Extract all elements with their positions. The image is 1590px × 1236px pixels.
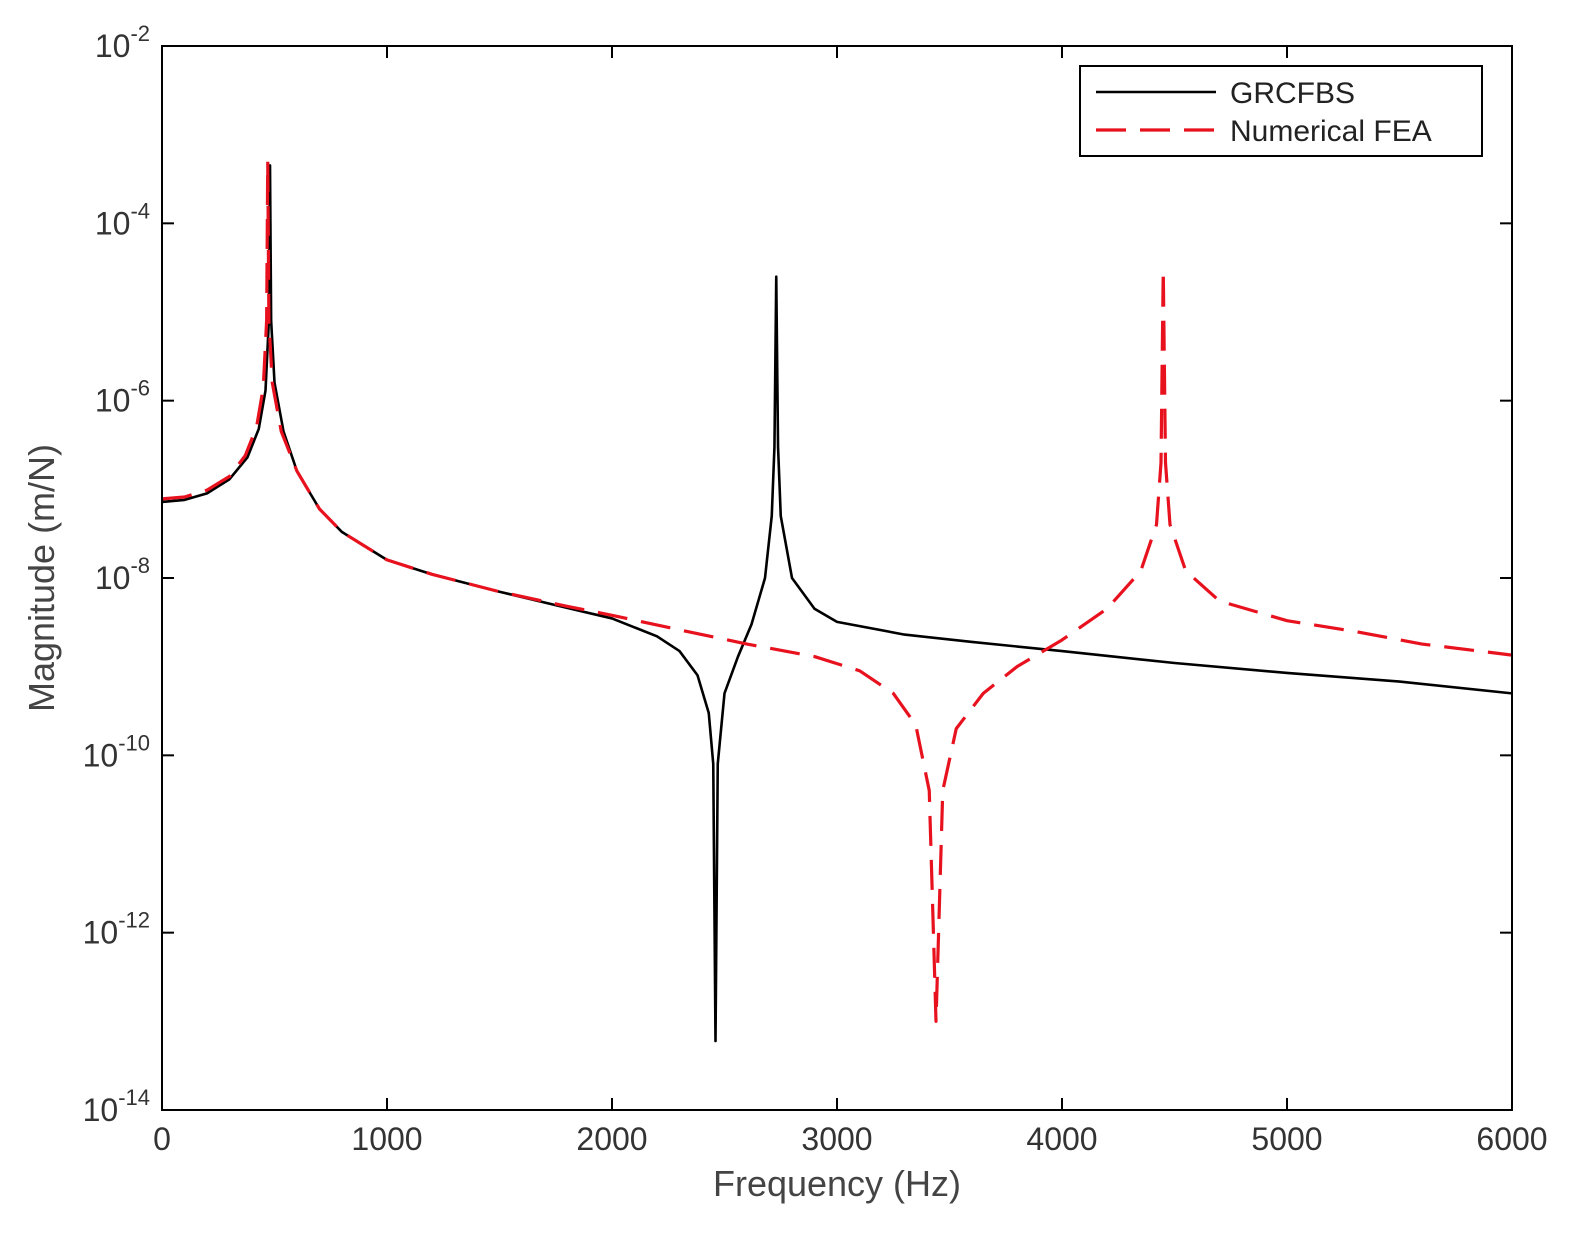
legend-label-2: Numerical FEA — [1230, 115, 1432, 148]
y-tick-label: 10-2 — [95, 21, 150, 64]
series-line-1 — [161, 164, 1513, 1043]
legend-box — [1079, 65, 1483, 157]
x-tick-label: 5000 — [1251, 1121, 1322, 1157]
y-tick-label: 10-10 — [83, 730, 150, 773]
y-axis: 10-14 10-12 10-10 10-8 10-6 10-4 10-2 — [83, 21, 1512, 1128]
legend: GRCFBS Numerical FEA — [1079, 65, 1483, 157]
x-tick-label: 1000 — [351, 1121, 422, 1157]
x-tick-label: 3000 — [801, 1121, 872, 1157]
y-tick-label: 10-4 — [95, 198, 150, 241]
y-tick-label: 10-8 — [95, 553, 150, 596]
y-tick-label: 10-6 — [95, 376, 150, 419]
y-axis-label: Magnitude (m/N) — [21, 444, 62, 712]
x-tick-label: 0 — [153, 1121, 171, 1157]
series-line-2 — [161, 159, 1513, 1023]
plot-area — [161, 45, 1513, 1111]
x-axis: 0 1000 2000 3000 4000 5000 6000 — [153, 46, 1548, 1157]
plot-frame — [161, 45, 1513, 1111]
y-tick-label: 10-14 — [83, 1085, 150, 1128]
x-tick-label: 4000 — [1026, 1121, 1097, 1157]
y-tick-label: 10-12 — [83, 908, 150, 951]
x-tick-label: 6000 — [1476, 1121, 1547, 1157]
legend-label-1: GRCFBS — [1230, 77, 1355, 110]
x-tick-label: 2000 — [576, 1121, 647, 1157]
x-axis-label: Frequency (Hz) — [713, 1163, 961, 1204]
